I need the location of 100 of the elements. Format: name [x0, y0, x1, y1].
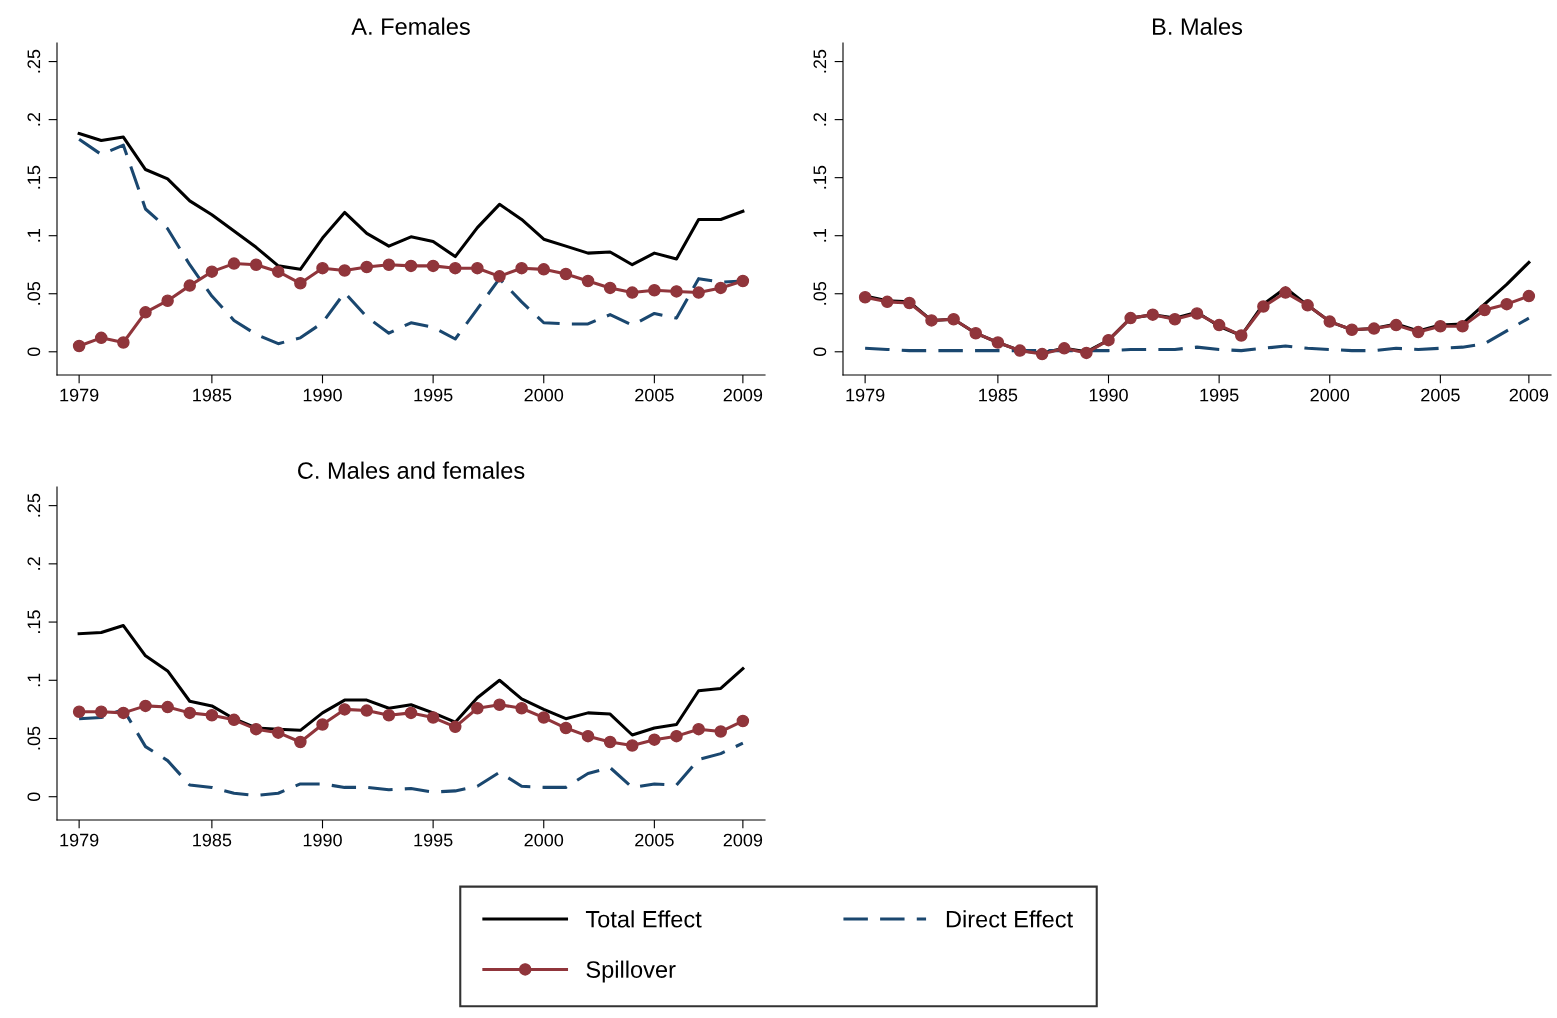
point [1102, 333, 1115, 347]
x-tick-label: 1995 [1200, 388, 1239, 402]
point [249, 722, 263, 736]
y-tick-label: .2 [27, 112, 41, 126]
point [714, 725, 728, 738]
y-tick-label: .05 [813, 281, 827, 305]
y-tick-label: .2 [27, 557, 41, 570]
x-tick-label: 2000 [1310, 388, 1350, 402]
legend-label: Total Effect [585, 910, 702, 928]
point [1345, 323, 1359, 336]
point [382, 708, 396, 722]
x-tick-label: 1979 [60, 833, 99, 847]
x-tick-label: 2005 [1421, 388, 1460, 402]
x-tick-label: 1979 [846, 388, 885, 402]
point [493, 698, 506, 711]
x-tick-label: 2009 [723, 388, 763, 402]
chart-title: C. Males and females [298, 461, 525, 479]
point [1279, 286, 1292, 299]
x-tick-label: 1985 [193, 388, 232, 402]
point [471, 701, 484, 715]
point [858, 290, 872, 304]
point [648, 733, 661, 746]
x-tick-label: 1995 [414, 388, 453, 402]
y-tick-label: .15 [27, 165, 41, 189]
point [404, 706, 418, 720]
point [316, 718, 329, 731]
point [1168, 313, 1182, 326]
point [537, 711, 551, 724]
point [1478, 303, 1491, 317]
y-tick-label: 0 [813, 347, 827, 357]
chart-title: B. Males [1153, 17, 1243, 35]
point [991, 336, 1005, 349]
point [1411, 325, 1425, 339]
point [603, 281, 617, 295]
point [271, 726, 285, 739]
x-tick-label: 1990 [1089, 388, 1128, 402]
point [1257, 300, 1270, 313]
point [294, 735, 307, 749]
point [736, 714, 750, 728]
point [227, 257, 241, 270]
point [271, 265, 285, 278]
x-tick-label: 2005 [635, 833, 674, 847]
y-tick-label: .1 [27, 673, 41, 687]
point [1301, 299, 1314, 312]
point [1323, 315, 1337, 328]
point [426, 259, 440, 273]
point [625, 286, 639, 299]
point [947, 313, 960, 326]
point [161, 700, 174, 714]
point [205, 708, 219, 722]
point [581, 729, 595, 743]
point [670, 729, 683, 743]
point [714, 281, 728, 295]
point [1013, 344, 1027, 357]
y-tick-label: .1 [27, 229, 41, 242]
point [404, 259, 418, 273]
point [1389, 318, 1403, 332]
point [559, 721, 573, 735]
point [969, 326, 983, 340]
point [205, 265, 219, 278]
point [316, 261, 329, 275]
point [1080, 346, 1093, 360]
x-tick-label: 1990 [303, 833, 342, 847]
y-tick-label: .05 [27, 726, 41, 750]
point [471, 261, 484, 275]
point [537, 263, 551, 276]
point [161, 294, 174, 307]
point [736, 274, 750, 288]
point [1522, 289, 1536, 303]
point [72, 705, 86, 718]
point [139, 306, 152, 319]
point [426, 711, 440, 724]
x-tick-label: 2000 [524, 833, 564, 847]
y-tick-label: .1 [813, 229, 827, 242]
point [515, 261, 528, 275]
point [338, 703, 351, 716]
x-tick-label: 2005 [635, 388, 674, 402]
line-series [77, 624, 745, 737]
x-tick-label: 2009 [1509, 388, 1549, 402]
point [581, 274, 595, 288]
point [183, 706, 197, 720]
point [1234, 329, 1248, 342]
point [1035, 347, 1049, 361]
point [448, 261, 462, 275]
point [925, 314, 938, 327]
point [1124, 311, 1137, 325]
y-tick-label: 0 [27, 792, 41, 802]
point [1057, 342, 1071, 355]
point [94, 705, 108, 718]
x-tick-label: 1990 [303, 388, 342, 402]
y-tick-label: .25 [27, 49, 41, 73]
y-tick-label: .15 [813, 165, 827, 189]
y-tick-label: .25 [27, 493, 41, 517]
y-tick-label: .2 [813, 112, 827, 126]
point [1212, 318, 1226, 332]
point [515, 701, 528, 715]
point [1146, 308, 1160, 321]
point [1456, 319, 1469, 333]
y-tick-label: .15 [27, 610, 41, 633]
point [183, 279, 197, 292]
